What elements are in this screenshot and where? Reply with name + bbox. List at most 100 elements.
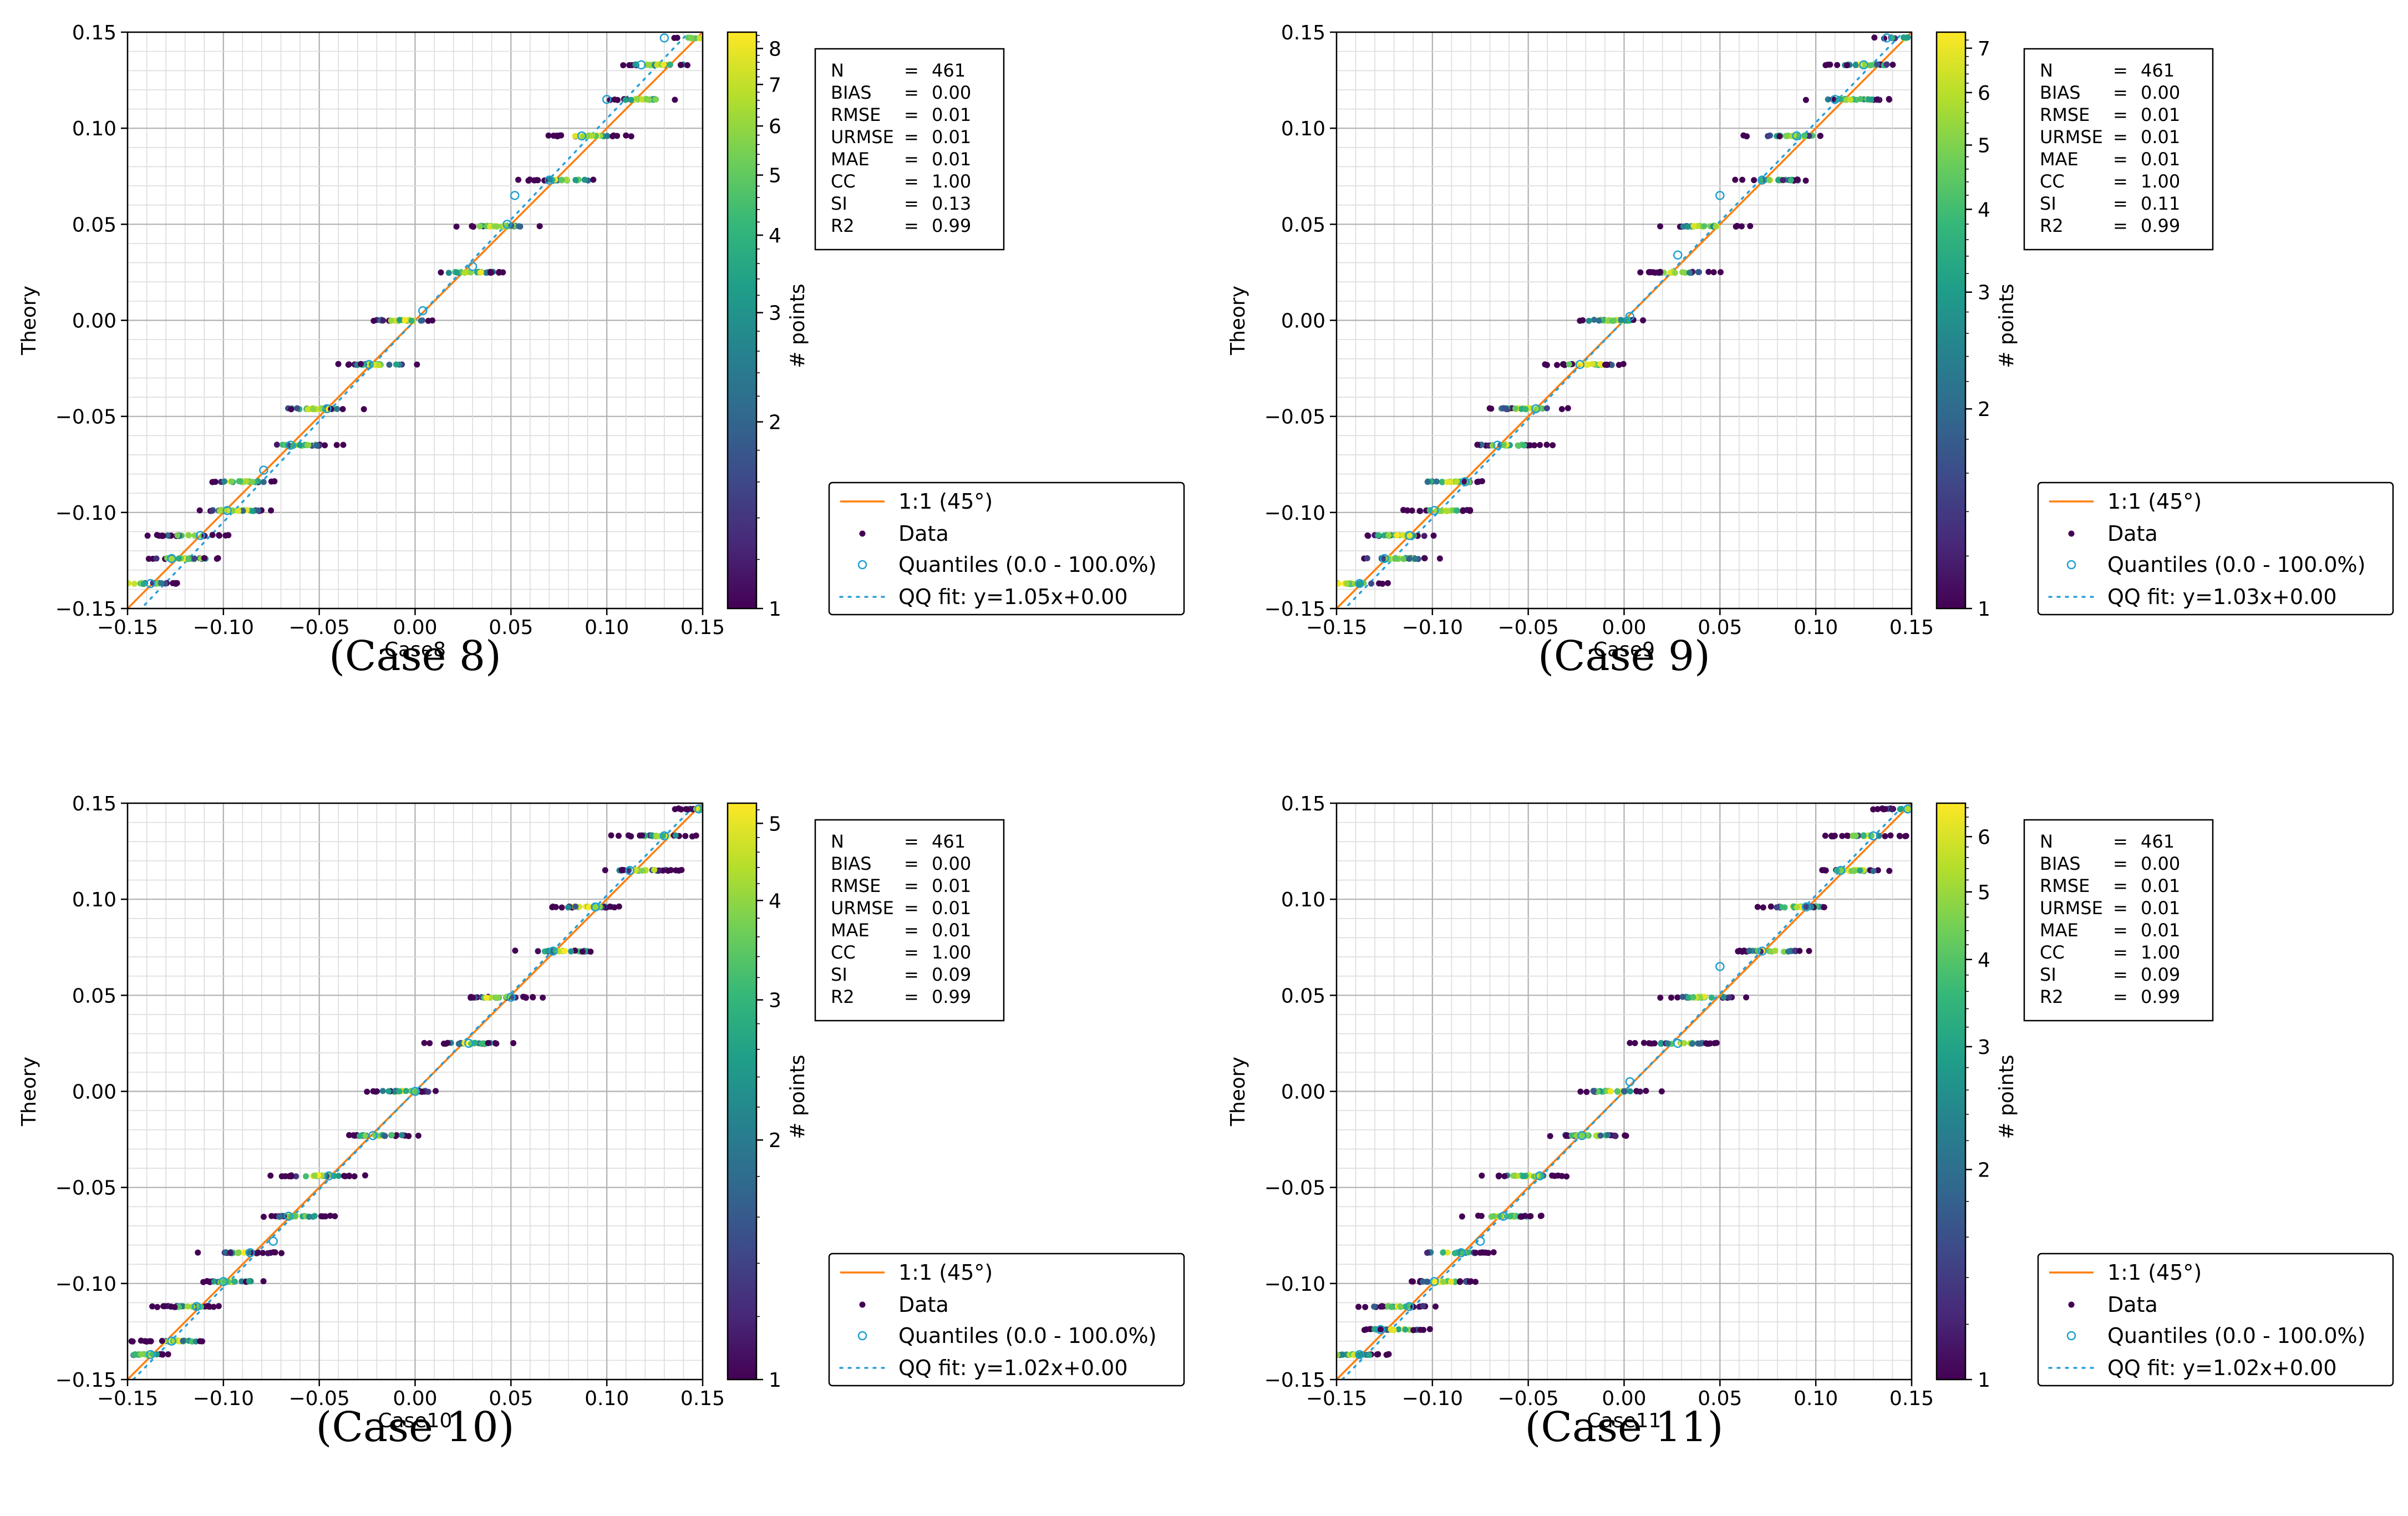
data-point [1657, 269, 1663, 275]
data-point [1788, 178, 1794, 184]
stats-value: 0.99 [2141, 215, 2180, 236]
data-point [1425, 479, 1431, 485]
panel-2: −0.15−0.15−0.10−0.10−0.05−0.050.000.000.… [1227, 22, 2393, 680]
data-point [619, 867, 625, 873]
data-point [370, 318, 377, 324]
data-point [174, 580, 180, 586]
data-point [312, 1213, 318, 1219]
data-point [1366, 1352, 1373, 1358]
data-point [231, 1279, 237, 1285]
colorbar [1937, 803, 1965, 1380]
y-tick-label: 0.15 [1281, 22, 1325, 44]
data-point [565, 904, 571, 910]
colorbar-tick-label: 1 [1978, 598, 1990, 621]
stats-value: 461 [2141, 60, 2175, 81]
data-point [1425, 1279, 1431, 1285]
stats-name: R2 [2040, 215, 2064, 236]
data-point [1488, 405, 1494, 412]
data-point [1400, 556, 1406, 562]
stats-value: 0.09 [2141, 964, 2180, 985]
colorbar-tick-label: 4 [769, 890, 781, 912]
stats-value: 461 [932, 60, 966, 81]
data-point [1457, 1278, 1463, 1284]
stats-value: 0.01 [932, 104, 971, 125]
colorbar-tick-label: 6 [1978, 826, 1990, 849]
data-point [158, 580, 164, 586]
stats-equals: = [2113, 126, 2128, 148]
colorbar-tick-label: 2 [769, 411, 781, 434]
data-point [185, 556, 191, 562]
data-point [1555, 1173, 1561, 1179]
legend-entry: 1:1 (45°) [2107, 489, 2202, 514]
data-point [1440, 1250, 1446, 1256]
data-point [171, 1304, 177, 1310]
legend-entry: Data [898, 1292, 949, 1317]
data-point [1689, 1041, 1695, 1047]
data-point [1740, 133, 1746, 139]
data-point [1680, 994, 1686, 1000]
stats-name: RMSE [831, 875, 881, 896]
data-point [1397, 1304, 1403, 1310]
data-point [1501, 1173, 1507, 1179]
stats-value: 461 [2141, 831, 2175, 852]
data-point [1685, 224, 1691, 230]
data-point [1365, 533, 1371, 539]
data-point [454, 224, 460, 230]
data-point [1577, 1088, 1583, 1094]
data-point [1705, 269, 1711, 275]
data-point [142, 1338, 148, 1344]
x-tick-label: 0.10 [1794, 1387, 1838, 1410]
data-point [303, 1173, 309, 1179]
y-tick-label: −0.10 [55, 1273, 116, 1296]
data-point [1598, 1133, 1604, 1139]
stats-name: BIAS [831, 82, 872, 103]
data-point [1437, 555, 1443, 561]
data-point [1544, 362, 1550, 368]
data-point [1696, 269, 1702, 275]
data-point [1647, 269, 1653, 275]
data-point [1711, 269, 1717, 275]
x-tick-label: 0.15 [1889, 616, 1934, 639]
data-point [1479, 478, 1485, 484]
data-point [1825, 62, 1831, 68]
data-point [1659, 1088, 1665, 1094]
stats-name: RMSE [2040, 875, 2090, 896]
x-tick-label: 0.15 [680, 616, 725, 639]
data-point [1889, 62, 1896, 68]
data-point [1521, 1173, 1527, 1179]
colorbar-label: # points [1995, 283, 2018, 368]
stats-equals: = [904, 875, 919, 896]
data-point [493, 1041, 499, 1047]
data-point [304, 406, 311, 412]
quantile-points [1355, 34, 1891, 587]
data-points [1334, 34, 1911, 587]
data-point [1608, 1088, 1614, 1094]
data-point [487, 269, 494, 275]
data-point [346, 1173, 352, 1179]
legend-entry: Quantiles (0.0 - 100.0%) [898, 1324, 1156, 1348]
data-point [540, 995, 546, 1001]
data-point [1747, 223, 1753, 229]
stats-value: 0.13 [932, 193, 971, 214]
data-point [336, 361, 342, 367]
colorbar-label: # points [1995, 1054, 2018, 1139]
x-tick-label: 0.15 [1889, 1387, 1934, 1410]
data-point [1766, 177, 1772, 183]
data-point [1634, 1088, 1640, 1094]
stats-name: CC [2040, 171, 2065, 192]
data-point [402, 317, 408, 323]
data-point [1718, 269, 1724, 275]
data-point [1803, 178, 1809, 184]
stats-value: 0.09 [932, 964, 971, 985]
data-point [1362, 1304, 1368, 1310]
data-point [146, 556, 152, 562]
data-point [1577, 318, 1583, 324]
data-point [310, 406, 316, 412]
y-tick-label: −0.15 [55, 1369, 116, 1392]
stats-value: 0.01 [2141, 920, 2180, 941]
data-point [1898, 806, 1904, 812]
data-point [572, 904, 578, 910]
colorbar-tick-label: 1 [769, 598, 781, 621]
data-point [1444, 508, 1450, 514]
